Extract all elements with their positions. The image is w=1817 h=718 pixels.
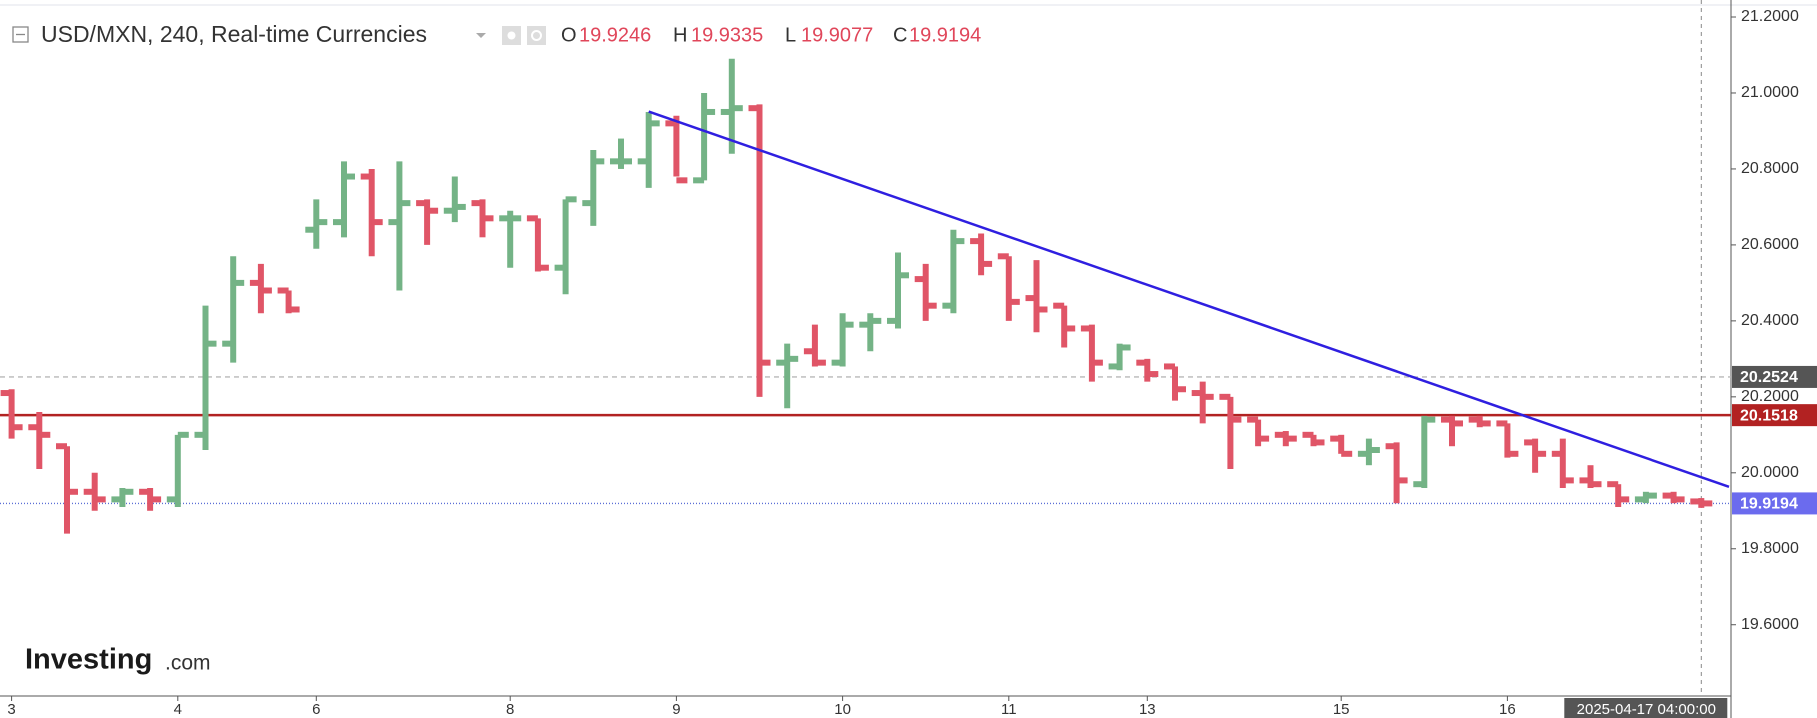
watermark-domain: .com [165,652,211,675]
x-tick-label: 15 [1333,701,1350,718]
y-tick-label: 20.2000 [1741,388,1799,405]
ohlc-value: 19.9077 [801,24,873,46]
overlay: USD/MXN, 240, Real-time Currencies O 19.… [12,21,981,676]
y-tick-label: 20.4000 [1741,312,1799,329]
price-tag-label: 20.1518 [1740,407,1798,424]
symbol-dropdown[interactable] [476,33,486,38]
y-tick-label: 21.0000 [1741,84,1799,101]
visibility-icon-eye [507,31,516,40]
x-tick-label: 4 [174,701,182,718]
y-tick-label: 19.8000 [1741,540,1799,557]
y-tick-label: 20.0000 [1741,464,1799,481]
ohlc-value: 19.9335 [691,24,763,46]
ohlc-value: 19.9194 [909,24,981,46]
watermark-brand: Investing [25,644,152,676]
price-tag-label: 20.2524 [1740,369,1798,386]
ohlc-label: H [673,24,687,46]
x-tick-label: 16 [1499,701,1516,718]
price-tag-label: 19.9194 [1740,496,1798,513]
y-tick-label: 20.6000 [1741,236,1799,253]
trendline [648,110,1730,489]
plot-area [0,0,1731,696]
x-tick-label: 6 [312,701,320,718]
x-tick-label: 3 [7,701,15,718]
x-tick-label: 9 [672,701,680,718]
x-tick-label: 8 [506,701,514,718]
y-tick-label: 19.6000 [1741,616,1799,633]
collapse-icon[interactable] [12,26,29,43]
crosshair-tag [1564,698,1728,718]
ohlc-label: L [785,24,796,46]
price-tag [1732,492,1817,515]
settings-icon-gear [531,30,542,41]
ohlc-label: C [893,24,907,46]
x-tick-label: 10 [834,701,851,718]
x-tick-label: 13 [1139,701,1156,718]
y-tick-label: 21.2000 [1741,8,1799,25]
price-tag [1732,404,1817,427]
price-tag [1732,365,1817,388]
ohlc-label: O [561,24,577,46]
y-tick-label: 20.8000 [1741,160,1799,177]
ohlc-value: 19.9246 [579,24,651,46]
chart-title: USD/MXN, 240, Real-time Currencies [41,21,427,47]
settings-icon[interactable] [527,26,546,45]
x-tick-label: 11 [1001,701,1017,718]
crosshair-tag-label: 2025-04-17 04:00:00 [1577,701,1716,718]
